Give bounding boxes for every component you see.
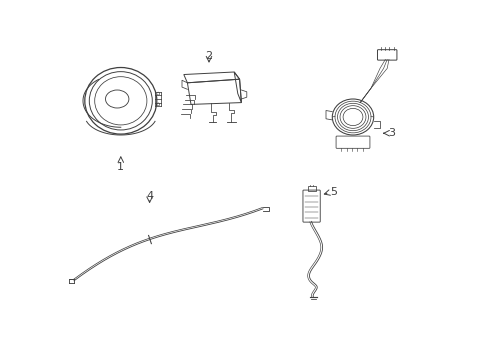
Text: 4: 4 [146,191,153,201]
Text: 2: 2 [205,51,213,61]
Text: 3: 3 [388,128,395,138]
Text: 5: 5 [331,186,338,197]
Text: 1: 1 [117,162,124,172]
